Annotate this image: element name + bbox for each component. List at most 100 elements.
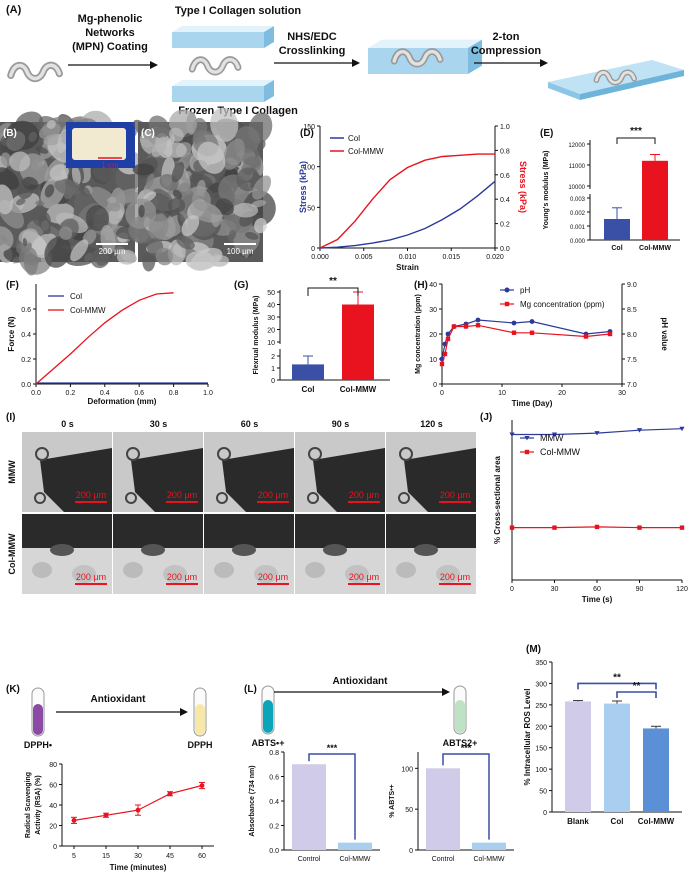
frozen-collagen-label: Frozen Type I Collagen: [178, 105, 298, 117]
sem-texture: [0, 122, 12, 143]
sem-texture: [44, 184, 55, 198]
fiber-shape: [22, 514, 112, 548]
y-tick-label: 0.8: [500, 148, 510, 155]
texture: [254, 565, 278, 583]
y-tick-label: 7.0: [627, 382, 637, 389]
y-axis-label: Absorbance (734 nm): [249, 765, 256, 836]
sem-texture: [70, 239, 89, 262]
x-tick-label: 0: [440, 390, 444, 397]
x-category-label: Col: [302, 385, 315, 394]
sem-texture: [215, 198, 235, 216]
y-tick-label: 80: [49, 762, 57, 769]
tube-right-label: ABTS2+: [443, 738, 478, 748]
x-category-label: Col-MMW: [339, 856, 370, 863]
panel-letter-m: (M): [526, 644, 541, 655]
sem-texture: [251, 199, 267, 208]
sem-texture: [84, 252, 93, 262]
data-point: [71, 817, 77, 823]
coil-middle: [188, 56, 242, 76]
micro-frame: 200 μm: [386, 514, 476, 594]
sem-texture: [244, 247, 250, 258]
bar-Col-MMW: [472, 842, 506, 850]
sem-texture: [138, 204, 145, 218]
panel-letter-e: (E): [540, 128, 553, 139]
y-tick-label: 50: [307, 205, 315, 212]
arrow-k-label: Antioxidant: [91, 694, 147, 705]
sem-texture: [23, 247, 39, 276]
bubble: [307, 492, 319, 504]
inset-photo-sample: [72, 128, 126, 160]
legend-label: Col: [70, 292, 82, 301]
sem-image-c: [125, 107, 276, 272]
chart-D: 0 50 100 150 0.0 0.2 0.4 0.6 0.8 1.0 0.000 0.005 0.0…: [303, 124, 510, 261]
bar-Col-MMW: [643, 728, 669, 812]
texture: [436, 565, 460, 583]
y-axis-label: Flexrual modulus (MPa): [253, 296, 260, 375]
sem-texture: [171, 161, 185, 183]
chart-K: 0 20 40 60 80 5 15 30 45 60: [49, 762, 214, 860]
x-tick-label: 0.000: [311, 254, 329, 261]
sem-texture: [254, 217, 267, 234]
data-point: [679, 426, 685, 432]
sem-texture: [252, 175, 272, 200]
sem-b-scale-label: 200 μm: [99, 247, 126, 256]
significance-mark: ***: [630, 126, 642, 137]
legend-label: Col: [348, 134, 360, 143]
y-tick-label: 0.003: [570, 197, 586, 203]
x-tick-label: 30: [618, 390, 626, 397]
coil-inner: [190, 57, 240, 74]
texture: [305, 562, 325, 578]
data-point: [552, 525, 557, 530]
texture: [163, 565, 187, 583]
chart-M: 0 50 100 150 200 250 300 350 Blank Col Col-MMW ** **: [535, 660, 682, 826]
y-axis-label: Stress (kPa): [298, 161, 308, 213]
y-tick-label: 0.002: [570, 211, 586, 217]
y-axis-label: Young's modulus (MPa): [543, 151, 550, 230]
legend-label: Col-MMW: [70, 306, 106, 315]
y-tick-label: 100: [535, 767, 547, 774]
chart-H: 0 10 20 30 40 7.0 7.5 8.0 8.5 9.0 0 10 20 30 pH Mg conc…: [429, 282, 637, 397]
bubble: [50, 544, 74, 556]
fiber-shape: [113, 514, 203, 548]
bubble: [126, 447, 140, 461]
data-point: [637, 525, 642, 530]
tube-liquid: [455, 700, 465, 733]
x-tick-label: 90: [636, 586, 644, 593]
sem-texture: [92, 165, 116, 183]
sem-texture: [210, 107, 239, 142]
time-label: 0 s: [61, 419, 74, 429]
coil-inner: [595, 70, 636, 85]
sem-texture: [22, 237, 28, 247]
y-tick-label: 0.2: [269, 824, 279, 831]
sem-texture: [38, 215, 51, 235]
y-tick-label: 11000: [569, 164, 586, 170]
sem-texture: [232, 202, 259, 218]
y-tick-label: 0.4: [269, 799, 279, 806]
y-tick-label: 0.6: [500, 173, 510, 180]
data-point: [475, 317, 481, 323]
tube-left-label: DPPH•: [24, 740, 52, 750]
y-tick-label: 20: [49, 824, 57, 831]
y2-axis-label: pH value: [660, 317, 669, 351]
y-tick-label: 300: [535, 681, 547, 688]
coil-inner: [8, 63, 62, 81]
bar-col: [292, 364, 324, 380]
bubble: [232, 544, 256, 556]
sem-texture: [236, 167, 261, 192]
legend-marker: [504, 287, 510, 293]
significance-mark: ***: [327, 743, 338, 753]
sem-texture: [222, 138, 245, 170]
x-tick-label: 0.8: [169, 390, 179, 397]
sem-texture: [100, 224, 116, 254]
series-line-Col: [319, 180, 496, 249]
chart-J: 0 30 60 90 120 MMW Col-MMW: [509, 420, 688, 593]
x-tick-label: 15: [102, 853, 110, 860]
x-category-label: Col-MMW: [340, 385, 377, 394]
sem-texture: [6, 131, 26, 151]
y-axis-label: Activity (RSA) (%): [35, 775, 42, 835]
slab-compressed-top: [548, 60, 684, 94]
y-tick-label: 8.5: [627, 307, 637, 314]
scale-label: 200 μm: [76, 490, 106, 500]
data-point: [529, 330, 535, 335]
bubble: [216, 492, 228, 504]
